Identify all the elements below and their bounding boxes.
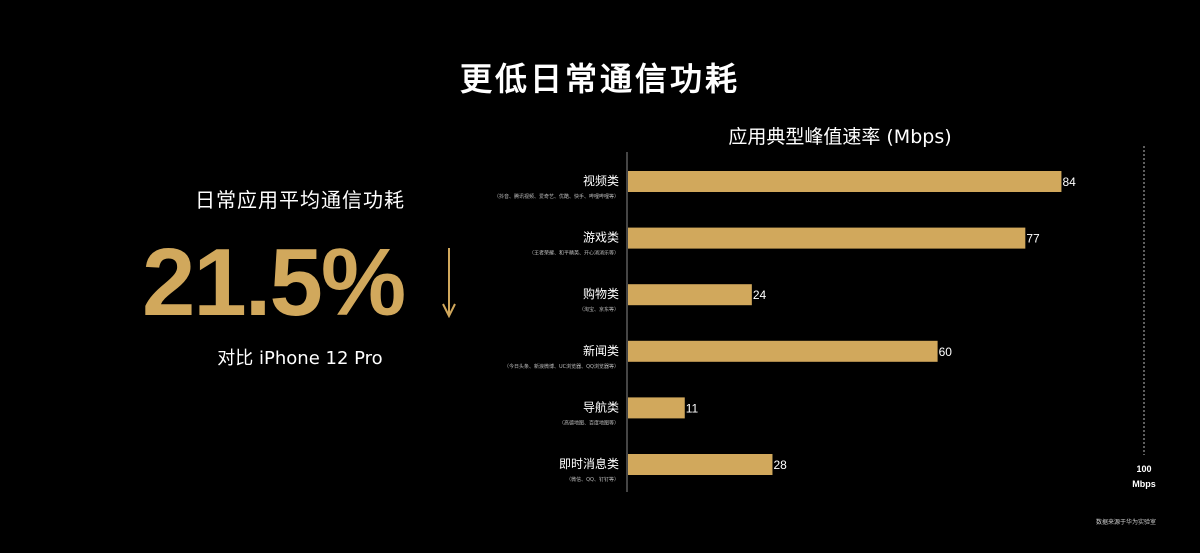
category-label: 购物类 xyxy=(583,286,619,301)
category-label: 新闻类 xyxy=(583,343,619,358)
bar-6 xyxy=(628,454,773,475)
bar-value-label: 24 xyxy=(753,288,767,302)
power-reduction-value: 21.5% xyxy=(142,229,406,336)
power-subtitle: 日常应用平均通信功耗 xyxy=(195,188,405,212)
category-label: 导航类 xyxy=(583,399,619,414)
bar-2 xyxy=(628,227,1026,249)
category-note: （抖音、腾讯视频、爱奇艺、优酷、快手、哔哩哔哩等） xyxy=(494,193,619,200)
bar-5 xyxy=(628,397,685,419)
chart-title: 应用典型峰值速率 (Mbps) xyxy=(728,126,952,148)
bar-value-label: 28 xyxy=(773,458,787,472)
bar-4 xyxy=(628,340,938,362)
footnote: 数据来源于华为实验室 xyxy=(1096,519,1157,526)
comparison-text: 对比 iPhone 12 Pro xyxy=(217,348,383,369)
reference-value-label: 100 xyxy=(1136,464,1151,474)
bar-value-label: 11 xyxy=(686,401,699,415)
category-note: （淘宝、京东等） xyxy=(579,306,619,313)
category-note: （今日头条、新浪微博、UC浏览器、QQ浏览器等） xyxy=(504,363,619,370)
category-label: 即时消息类 xyxy=(559,456,619,471)
bar-value-label: 60 xyxy=(939,345,953,359)
bar-1 xyxy=(628,171,1062,192)
category-label: 视频类 xyxy=(583,173,619,188)
page-title: 更低日常通信功耗 xyxy=(459,60,740,98)
category-label: 游戏类 xyxy=(583,231,619,245)
category-note: （高德地图、百度地图等） xyxy=(559,419,619,426)
reference-unit-label: Mbps xyxy=(1132,479,1156,489)
category-note: （微信、QQ、钉钉等） xyxy=(566,476,619,483)
down-arrow-icon xyxy=(442,248,456,318)
bar-3 xyxy=(628,284,752,306)
bar-value-label: 77 xyxy=(1026,232,1040,246)
category-note: （王者荣耀、和平精英、开心消消乐等） xyxy=(529,250,619,257)
bar-value-label: 84 xyxy=(1062,175,1076,189)
